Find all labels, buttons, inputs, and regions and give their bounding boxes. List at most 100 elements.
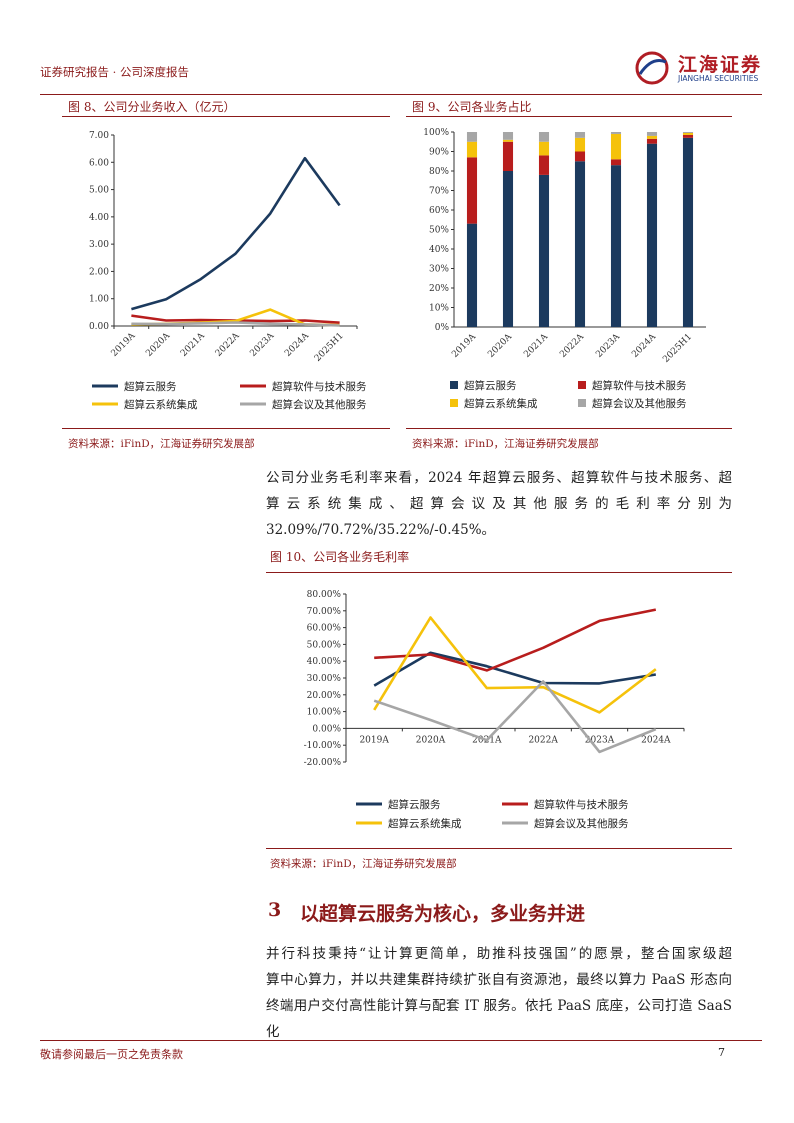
figure-8-bottom-rule — [62, 428, 390, 429]
fig9-legend-swatch-0 — [450, 381, 458, 389]
fig8-x-tick-label-5: 2024A — [283, 331, 311, 359]
fig10-y-tick-label-1: -10.00% — [304, 741, 342, 751]
fig8-x-tick-label-0: 2019A — [110, 331, 138, 359]
fig9-legend-swatch-2 — [450, 399, 458, 407]
fig8-legend-label-1: 超算软件与技术服务 — [272, 380, 367, 393]
fig9-bar-2-series-2 — [538, 141, 550, 156]
fig9-bar-2-series-1 — [538, 155, 550, 175]
paragraph-2-line-2: 算中心算力，并以共建集群持续扩张自有资源池，最终以算力 PaaS 形态向 — [266, 972, 732, 988]
fig9-bar-3-series-0 — [574, 161, 586, 327]
fig9-bar-1-series-2 — [502, 139, 514, 142]
figure-9-top-rule — [406, 116, 732, 117]
fig10-y-tick-label-2: 0.00% — [312, 724, 341, 734]
footer-disclaimer: 敬请参阅最后一页之免责条款 — [40, 1048, 183, 1061]
fig8-y-tick-label-3: 3.00 — [89, 240, 109, 250]
fig10-y-tick-label-6: 40.00% — [307, 657, 342, 667]
figure-10-title: 图 10、公司各业务毛利率 — [270, 550, 410, 564]
footer-page-number: 7 — [718, 1046, 725, 1059]
fig9-x-tick-label-2: 2021A — [522, 332, 550, 360]
fig9-bar-5-series-2 — [646, 135, 658, 139]
figure-8-top-rule — [62, 116, 390, 117]
fig8-x-tick-label-4: 2023A — [248, 331, 276, 359]
fig9-y-tick-label-2: 20% — [429, 284, 449, 294]
fig10-series-line-2 — [373, 616, 657, 714]
fig9-bar-2-series-3 — [538, 132, 550, 142]
fig9-y-tick-label-8: 80% — [429, 167, 449, 177]
fig8-y-tick-label-2: 2.00 — [89, 267, 109, 277]
fig9-bar-6-series-1 — [682, 134, 694, 138]
fig8-series-line-3 — [131, 321, 340, 327]
paragraph-2-line-3: 终端用户交付高性能计算与配套 IT 服务。依托 PaaS 底座，公司打造 Saa… — [266, 998, 732, 1040]
figure-10-chart: -20.00% -10.00% 0.00% 10.00% 20.00% 30.00% 40.… — [304, 590, 685, 830]
fig9-bar-1-series-0 — [502, 171, 514, 327]
fig8-x-tick-label-6: 2025H1 — [313, 331, 346, 364]
fig9-bar-5-series-3 — [646, 132, 658, 136]
footer-divider — [40, 1040, 762, 1041]
fig10-legend-label-3: 超算会议及其他服务 — [534, 817, 629, 830]
fig10-y-tick-label-8: 60.00% — [307, 624, 342, 634]
figure-8-source: 资料来源：iFinD，江海证券研究发展部 — [68, 438, 255, 450]
fig9-bar-3-series-3 — [574, 132, 586, 138]
fig9-bar-4-series-1 — [610, 159, 622, 166]
figure-9-title: 图 9、公司各业务占比 — [412, 100, 532, 114]
fig9-y-tick-label-9: 90% — [429, 148, 449, 158]
fig10-series-line-0 — [373, 651, 657, 687]
fig9-bar-0-series-0 — [466, 223, 478, 327]
fig9-bar-4-series-3 — [610, 132, 622, 134]
paragraph-1-line-3: 32.09%/70.72%/35.22%/-0.45%。 — [266, 522, 496, 538]
fig9-y-tick-label-7: 70% — [429, 187, 449, 197]
fig9-x-tick-label-4: 2023A — [594, 332, 622, 360]
fig8-x-tick-label-1: 2020A — [144, 331, 172, 359]
figure-9-bottom-rule — [406, 428, 732, 429]
fig8-y-tick-label-4: 4.00 — [89, 213, 109, 223]
fig9-x-tick-label-1: 2020A — [486, 332, 514, 360]
fig9-legend-label-0: 超算云服务 — [464, 379, 517, 392]
fig8-y-tick-label-1: 1.00 — [89, 295, 109, 305]
paragraph-1-line-2: 算云系统集成、超算会议及其他服务的毛利率分别为 — [266, 496, 732, 512]
fig9-bar-0-series-3 — [466, 132, 478, 142]
fig8-y-tick-label-5: 5.00 — [89, 186, 109, 196]
fig10-y-tick-label-9: 70.00% — [307, 607, 342, 617]
fig9-bar-4-series-0 — [610, 165, 622, 327]
figure-9-source: 资料来源：iFinD，江海证券研究发展部 — [412, 438, 599, 450]
figure-10-bottom-rule — [266, 848, 732, 849]
fig9-x-tick-label-5: 2024A — [630, 332, 658, 360]
fig8-x-tick-label-2: 2021A — [179, 331, 207, 359]
fig10-legend-label-1: 超算软件与技术服务 — [534, 798, 629, 811]
fig9-legend-label-2: 超算云系统集成 — [464, 397, 538, 410]
header-divider — [40, 94, 762, 95]
fig8-legend-label-2: 超算云系统集成 — [124, 398, 198, 411]
fig9-x-tick-label-6: 2025H1 — [661, 332, 694, 365]
fig10-x-tick-label-5: 2024A — [641, 735, 671, 745]
fig9-bar-1-series-3 — [502, 132, 514, 140]
fig9-y-tick-label-1: 10% — [429, 304, 449, 314]
figure-10-top-rule — [266, 572, 732, 573]
fig9-x-tick-label-0: 2019A — [450, 332, 478, 360]
fig9-bar-5-series-1 — [646, 138, 658, 144]
fig9-bar-6-series-0 — [682, 137, 694, 327]
fig9-bar-0-series-1 — [466, 157, 478, 224]
fig10-y-tick-label-10: 80.00% — [307, 590, 342, 600]
company-logo-icon — [635, 51, 669, 85]
fig10-y-tick-label-0: -20.00% — [304, 758, 342, 768]
fig8-y-tick-label-7: 7.00 — [89, 131, 109, 141]
fig10-x-tick-label-1: 2020A — [416, 735, 446, 745]
fig9-legend-swatch-3 — [578, 399, 586, 407]
fig8-x-tick-label-3: 2022A — [214, 331, 242, 359]
fig8-legend-label-0: 超算云服务 — [124, 380, 177, 393]
fig8-y-tick-label-6: 6.00 — [89, 158, 109, 168]
fig9-y-tick-label-6: 60% — [429, 206, 449, 216]
section-number: 3 — [268, 899, 282, 921]
logo-chinese-name: 江海证券 — [678, 54, 763, 76]
fig9-bar-4-series-2 — [610, 133, 622, 160]
fig9-bar-5-series-0 — [646, 143, 658, 327]
fig9-x-tick-label-3: 2022A — [558, 332, 586, 360]
figure-9-chart: 0% 10% 20% 30% 40% 50% 60% 70% 80% 90% 100% 2019A 20… — [423, 128, 706, 410]
fig10-legend-label-2: 超算云系统集成 — [388, 817, 462, 830]
fig10-series-line-1 — [374, 608, 657, 672]
fig8-legend-label-3: 超算会议及其他服务 — [272, 398, 367, 411]
fig10-legend-label-0: 超算云服务 — [388, 798, 441, 811]
fig9-bar-3-series-1 — [574, 151, 586, 162]
logo-english-name: JIANGHAI SECURITIES — [678, 74, 759, 83]
